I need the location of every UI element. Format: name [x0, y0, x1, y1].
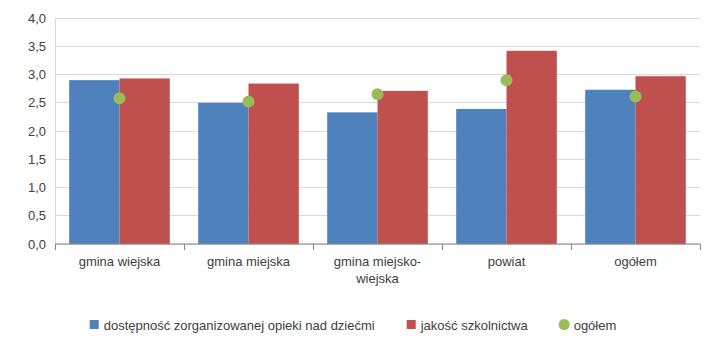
legend-swatch	[559, 319, 570, 330]
y-tick: 4,0	[28, 11, 55, 26]
y-tick: 3,5	[28, 39, 55, 54]
bar	[249, 84, 299, 244]
grid	[55, 18, 700, 244]
legend-label: dostępność zorganizowanej opieki nad dzi…	[104, 318, 375, 333]
x-axis-line	[55, 244, 700, 245]
y-axis-line	[55, 19, 56, 245]
y-tick: 2,0	[28, 124, 55, 139]
y-tick-label: 4,0	[28, 11, 46, 26]
point	[501, 74, 513, 86]
x-separator	[442, 244, 443, 250]
x-tick-label-line: wiejska	[355, 271, 399, 286]
bar	[120, 78, 170, 244]
series	[120, 51, 686, 244]
x-tick-label: ogółem	[614, 254, 657, 269]
legend-item: dostępność zorganizowanej opieki nad dzi…	[90, 318, 375, 333]
legend-label: jakość szkolnictwa	[420, 318, 529, 333]
x-separator	[184, 244, 185, 250]
bar	[327, 112, 377, 244]
x-tick-label-line: gmina wiejska	[79, 254, 161, 269]
y-tick: 2,5	[28, 95, 55, 110]
x-separator	[313, 244, 314, 250]
y-tick-label: 1,5	[28, 152, 46, 167]
x-tick-label-line: gmina miejska	[207, 254, 291, 269]
y-tick-label: 3,5	[28, 39, 46, 54]
y-tick-label: 1,0	[28, 180, 46, 195]
y-tick: 1,0	[28, 180, 55, 195]
bar	[378, 91, 428, 244]
y-axis: 0,0 0,5 1,0 1,5 2,0 2,5 3,0 3,5 4,0	[28, 11, 56, 252]
bar	[636, 76, 686, 244]
grid-line	[55, 46, 700, 47]
x-tick-label: gmina miejska	[207, 254, 291, 269]
y-tick: 1,5	[28, 152, 55, 167]
point	[243, 96, 255, 108]
x-tick-label: gmina wiejska	[79, 254, 161, 269]
x-tick-label: gmina miejsko-wiejska	[334, 254, 421, 286]
bar	[69, 80, 119, 244]
y-tick-label: 2,5	[28, 95, 46, 110]
y-tick: 0,0	[28, 237, 55, 252]
x-axis: gmina wiejska gmina miejska gmina miejsko-…	[55, 244, 701, 286]
chart: 0,0 0,5 1,0 1,5 2,0 2,5 3,0 3,5 4,0 gmina wiejska…	[0, 0, 706, 354]
bar	[456, 109, 506, 244]
legend-swatch	[90, 320, 99, 329]
y-tick-label: 2,0	[28, 124, 46, 139]
grid-line	[55, 244, 700, 245]
x-tick-label-line: powiat	[488, 254, 526, 269]
legend-item: ogółem	[559, 318, 617, 333]
legend: dostępność zorganizowanej opieki nad dzi…	[90, 318, 617, 333]
grid-line	[55, 74, 700, 75]
x-separator	[55, 244, 56, 250]
legend-swatch	[407, 320, 416, 329]
point	[114, 92, 126, 104]
y-tick-label: 0,0	[28, 237, 46, 252]
legend-label: ogółem	[574, 318, 617, 333]
point	[630, 91, 642, 103]
x-tick-label-line: gmina miejsko-	[334, 254, 421, 269]
bar	[507, 51, 557, 244]
marks	[69, 51, 686, 244]
y-tick: 0,5	[28, 208, 55, 223]
x-separator	[700, 244, 701, 250]
y-tick-label: 3,0	[28, 67, 46, 82]
y-tick: 3,0	[28, 67, 55, 82]
series	[114, 74, 642, 107]
legend-item: jakość szkolnictwa	[407, 318, 529, 333]
x-tick-label-line: ogółem	[614, 254, 657, 269]
point	[372, 88, 384, 100]
y-tick-label: 0,5	[28, 208, 46, 223]
plot: 0,0 0,5 1,0 1,5 2,0 2,5 3,0 3,5 4,0 gmina wiejska…	[28, 11, 701, 286]
bar	[585, 90, 635, 244]
x-separator	[571, 244, 572, 250]
x-tick-label: powiat	[488, 254, 526, 269]
bar	[198, 103, 248, 244]
grid-line	[55, 18, 700, 19]
